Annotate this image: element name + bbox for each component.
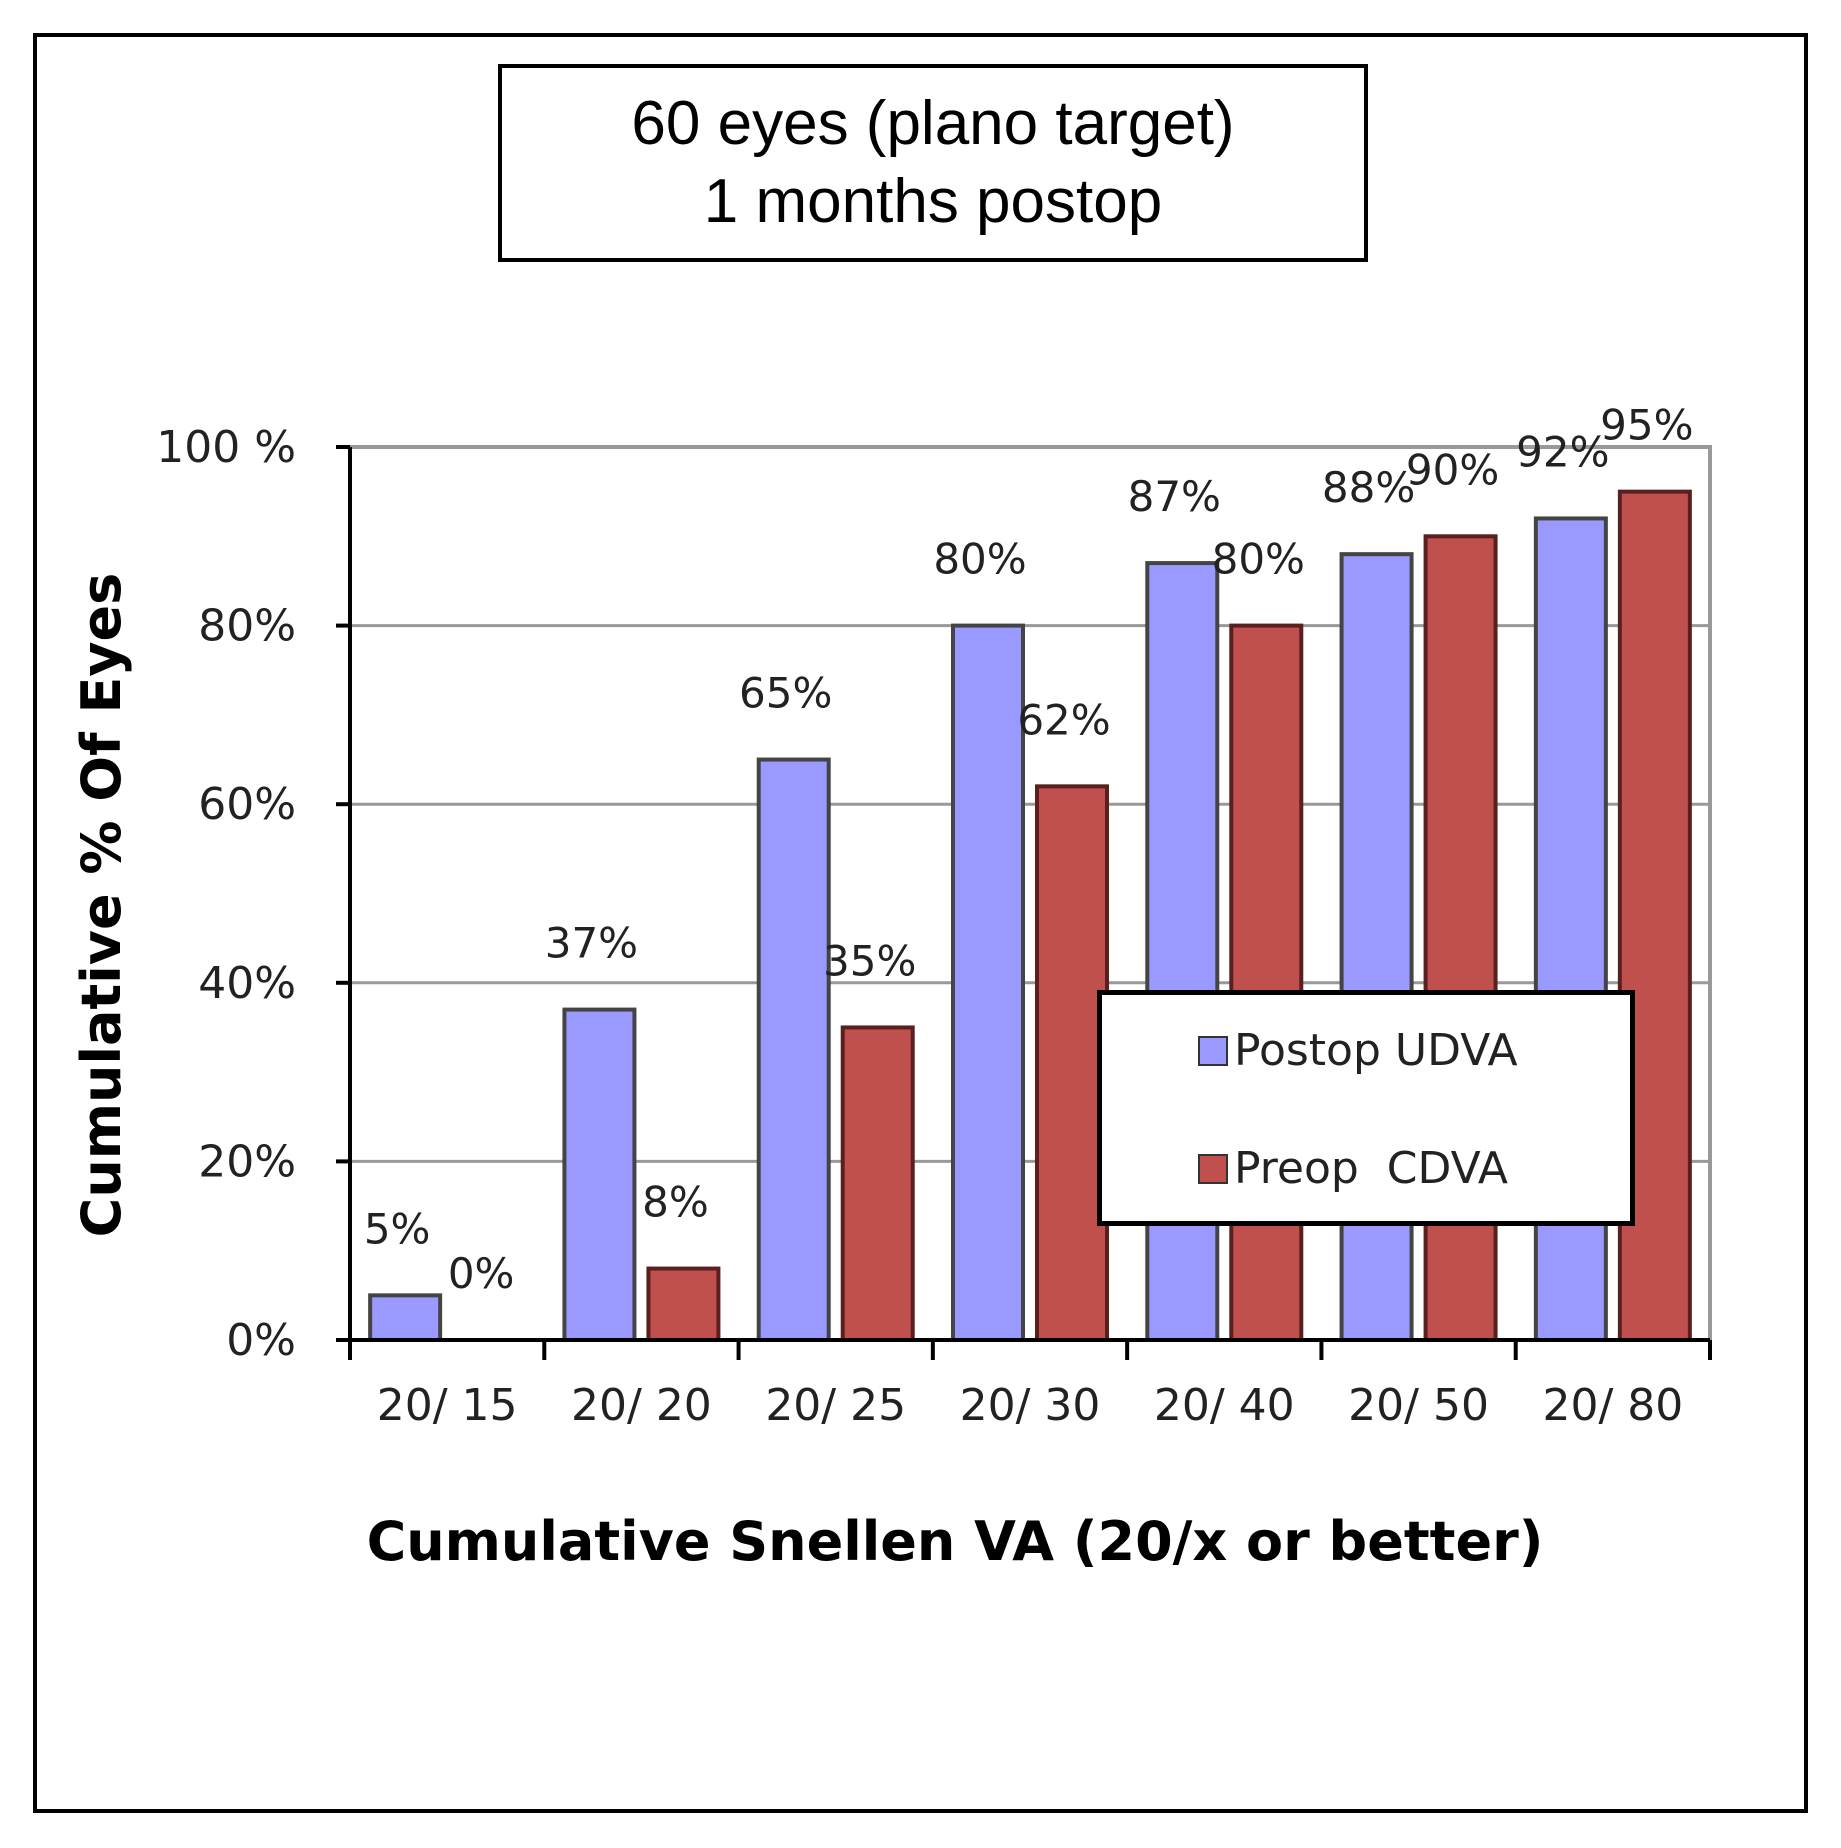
bars [368,489,1692,1343]
data-label-preop-cdva: 95% [1600,401,1693,450]
x-tick-label: 20/ 25 [765,1380,906,1431]
legend: Postop UDVA Preop CDVA [1097,990,1635,1226]
data-label-preop-cdva: 35% [823,936,916,985]
x-axis-title: Cumulative Snellen VA (20/x or better) [367,1510,1544,1573]
bar-preop-cdva [1229,623,1304,1342]
data-label-preop-cdva: 80% [1212,535,1305,584]
data-label-preop-cdva: 8% [642,1178,709,1227]
data-label-postop-udva: 80% [933,535,1026,584]
y-tick-label: 80% [198,601,296,652]
x-tick-label: 20/ 50 [1348,1380,1489,1431]
y-tick-label: 60% [198,779,296,830]
y-tick-label: 100 % [156,422,296,473]
y-tick-label: 20% [198,1136,296,1187]
legend-item-postop-udva: Postop UDVA [1198,1025,1518,1076]
bar-postop-udva [562,1007,637,1343]
data-label-preop-cdva: 62% [1017,695,1110,744]
bar-postop-udva [756,757,831,1342]
axes: 0% 20% 40% 60% 80% 100 % 20/ 15 20/ 20 20/ 25 20/… [156,422,1712,1431]
bar-preop-cdva [646,1266,721,1343]
x-tick-label: 20/ 20 [571,1380,712,1431]
data-label-postop-udva: 87% [1128,472,1221,521]
data-labels: 5% 0% 37% 8% 65% 35% 80% 62% 87% 80% 88%90% 92%95% [364,401,1694,1298]
data-label-postop-udva: 37% [545,919,638,968]
chart-title-line-2: 1 months postop [703,167,1163,236]
chart-frame [33,33,1808,1813]
data-label-postop-udva: 88% [1322,463,1415,512]
data-label-preop-cdva: 0% [448,1249,515,1298]
y-tick-label: 40% [198,958,296,1009]
x-tick-label: 20/ 15 [377,1380,518,1431]
bar-postop-udva [368,1293,443,1342]
legend-swatch-postop-udva [1198,1035,1228,1066]
chart-title-line-1: 60 eyes (plano target) [631,89,1235,158]
x-tick-label: 20/ 40 [1154,1380,1295,1431]
legend-label-preop-cdva: Preop CDVA [1234,1143,1508,1194]
legend-label-postop-udva: Postop UDVA [1234,1025,1518,1076]
chart-title-box: 60 eyes (plano target) 1 months postop [498,64,1368,262]
x-tick-label: 20/ 30 [960,1380,1101,1431]
data-label-postop-udva: 5% [364,1204,431,1253]
data-label-preop-cdva: 90% [1406,445,1499,494]
y-axis-title: Cumulative % Of Eyes [70,573,133,1238]
x-tick-label: 20/ 80 [1542,1380,1683,1431]
y-tick-label: 0% [226,1315,296,1366]
bar-postop-udva [951,623,1025,1342]
legend-swatch-preop-cdva [1198,1153,1228,1184]
data-label-postop-udva: 65% [739,669,832,718]
data-label-postop-udva: 92% [1516,427,1609,476]
legend-item-preop-cdva: Preop CDVA [1198,1143,1508,1194]
bar-preop-cdva [840,1025,915,1342]
